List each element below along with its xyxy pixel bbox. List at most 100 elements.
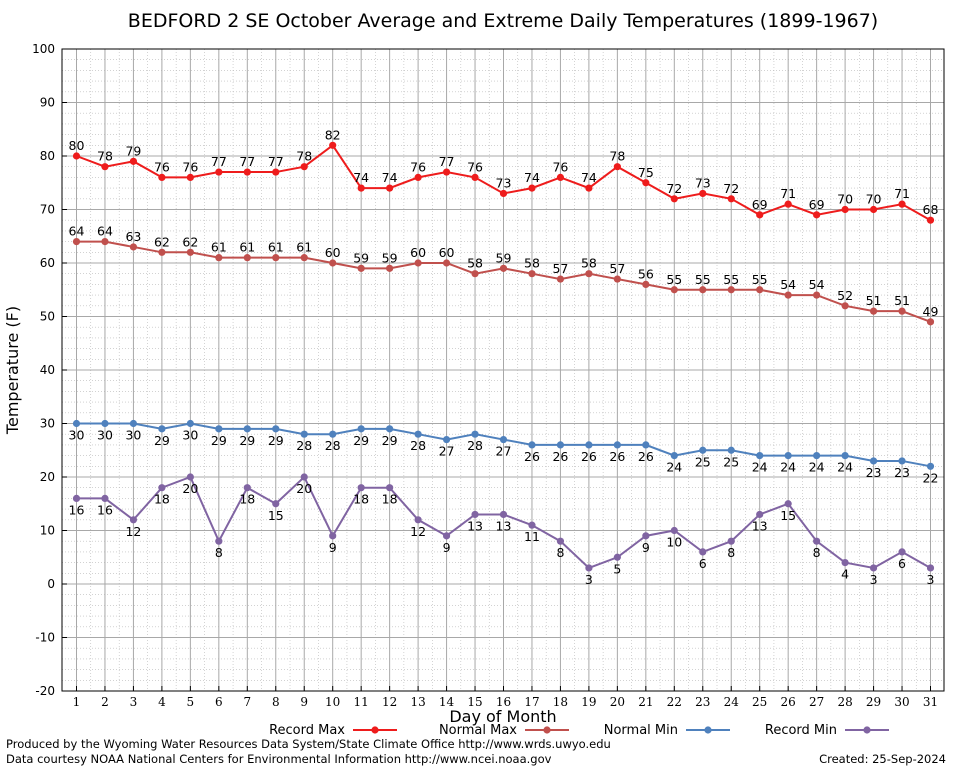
data-label-normal-min: 30	[97, 428, 113, 443]
data-point-record-min	[186, 473, 194, 481]
data-label-record-max: 71	[780, 186, 796, 201]
data-point-record-min	[215, 537, 223, 545]
data-point-record-min	[499, 510, 508, 519]
data-label-record-min: 11	[524, 529, 540, 544]
data-label-normal-min: 22	[923, 470, 939, 485]
data-label-record-max: 74	[382, 170, 398, 185]
data-point-record-max	[869, 205, 878, 214]
x-tick-label: 26	[781, 695, 796, 709]
data-point-record-min	[613, 553, 621, 561]
data-label-record-max: 76	[467, 159, 483, 174]
data-point-normal-max	[727, 286, 735, 294]
data-point-record-min	[813, 537, 821, 545]
data-label-normal-min: 29	[353, 433, 369, 448]
data-point-normal-min	[528, 441, 536, 449]
data-point-normal-min	[898, 457, 906, 465]
data-label-normal-min: 29	[382, 433, 398, 448]
x-tick-label: 13	[410, 695, 425, 709]
data-point-normal-min	[300, 430, 308, 438]
x-tick-label: 30	[894, 695, 909, 709]
data-point-record-min	[300, 473, 308, 481]
x-tick-label: 14	[439, 695, 455, 709]
data-point-normal-min	[414, 430, 422, 438]
data-label-normal-min: 28	[410, 438, 426, 453]
data-label-normal-min: 24	[809, 460, 825, 475]
data-label-normal-max: 61	[211, 240, 227, 255]
x-axis-ticks: 1 2 3 4 5 6 7 8 9 10 11 12 13 14 15 16 17 18 19 20 21 22 23 24 2…	[73, 686, 938, 709]
data-label-normal-max: 58	[467, 256, 483, 271]
data-label-normal-min: 30	[125, 428, 141, 443]
data-point-normal-max	[784, 291, 792, 299]
series-normal-max: 64 64 63 62 62 61 61 61 61 60 59 59 60 60 58 59 58 57 58 57…	[69, 224, 939, 326]
data-label-normal-min: 24	[780, 460, 796, 475]
data-point-normal-min	[756, 452, 764, 460]
data-point-normal-min	[471, 430, 479, 438]
data-label-record-min: 9	[642, 540, 650, 555]
data-point-normal-max	[613, 275, 621, 283]
data-point-record-max	[357, 184, 365, 192]
x-tick-label: 19	[581, 695, 596, 709]
y-tick-label: 30	[40, 417, 55, 431]
legend-swatch-marker-record-min	[863, 726, 871, 734]
legend-swatch-marker-normal-max	[543, 726, 551, 734]
data-point-normal-min	[72, 419, 81, 428]
data-label-normal-min: 26	[524, 449, 540, 464]
data-label-record-min: 3	[585, 572, 593, 587]
data-point-normal-max	[528, 270, 536, 278]
data-label-record-max: 76	[154, 159, 170, 174]
data-label-normal-max: 62	[154, 234, 170, 249]
data-label-normal-max: 56	[638, 266, 654, 281]
data-label-normal-max: 51	[866, 293, 882, 308]
data-point-record-min	[642, 532, 650, 540]
data-label-record-max: 78	[296, 149, 312, 164]
data-point-record-min	[926, 564, 935, 572]
data-label-normal-max: 52	[837, 288, 853, 303]
x-tick-label: 18	[553, 695, 568, 709]
data-point-normal-min	[129, 419, 138, 428]
data-point-record-min	[101, 494, 109, 502]
data-label-normal-min: 25	[695, 454, 711, 469]
data-point-normal-max	[186, 248, 194, 256]
footer-source: Data courtesy NOAA National Centers for …	[6, 752, 552, 766]
data-label-record-max: 73	[695, 175, 711, 190]
x-tick-label: 7	[243, 695, 251, 709]
data-label-record-max: 82	[325, 127, 341, 142]
legend-item-record-max: Record Max	[269, 723, 397, 738]
data-label-normal-min: 24	[666, 460, 682, 475]
data-label-normal-max: 55	[695, 272, 711, 287]
y-tick-label: 20	[40, 470, 55, 484]
data-label-record-max: 78	[609, 149, 625, 164]
data-point-normal-min	[186, 419, 194, 428]
data-label-normal-min: 27	[496, 444, 512, 459]
data-label-normal-max: 49	[923, 304, 939, 319]
data-label-record-max: 68	[923, 202, 939, 217]
data-point-normal-max	[556, 275, 565, 283]
data-point-record-min	[869, 564, 878, 572]
data-label-normal-max: 58	[524, 256, 540, 271]
data-point-record-max	[300, 163, 308, 171]
data-point-normal-min	[357, 425, 365, 433]
data-point-normal-max	[72, 238, 81, 246]
data-label-record-min: 18	[353, 492, 369, 507]
data-point-record-max	[642, 179, 650, 187]
data-point-record-min	[471, 510, 479, 519]
data-label-normal-min: 24	[837, 460, 853, 475]
data-label-normal-min: 26	[552, 449, 568, 464]
data-label-record-min: 5	[613, 561, 621, 576]
data-point-normal-min	[784, 452, 792, 460]
data-point-record-min	[272, 500, 280, 508]
y-tick-label: 10	[40, 524, 55, 538]
data-label-normal-min: 30	[69, 428, 85, 443]
data-label-record-min: 16	[69, 502, 85, 517]
data-label-record-min: 3	[927, 572, 935, 587]
series-record-min: 16 16 12 18 20 8 18 15 20 9 18 18 12 9 13 13 11 8 3 5 9 10 6 8 1…	[69, 473, 935, 587]
data-point-record-min	[414, 516, 422, 524]
data-point-normal-max	[243, 254, 251, 262]
data-point-record-min	[329, 532, 337, 540]
data-label-normal-min: 29	[211, 433, 227, 448]
data-point-record-max	[898, 200, 906, 208]
x-tick-label: 3	[130, 695, 138, 709]
x-tick-label: 29	[866, 695, 881, 709]
x-tick-label: 6	[215, 695, 223, 709]
y-tick-label: -20	[35, 684, 55, 698]
